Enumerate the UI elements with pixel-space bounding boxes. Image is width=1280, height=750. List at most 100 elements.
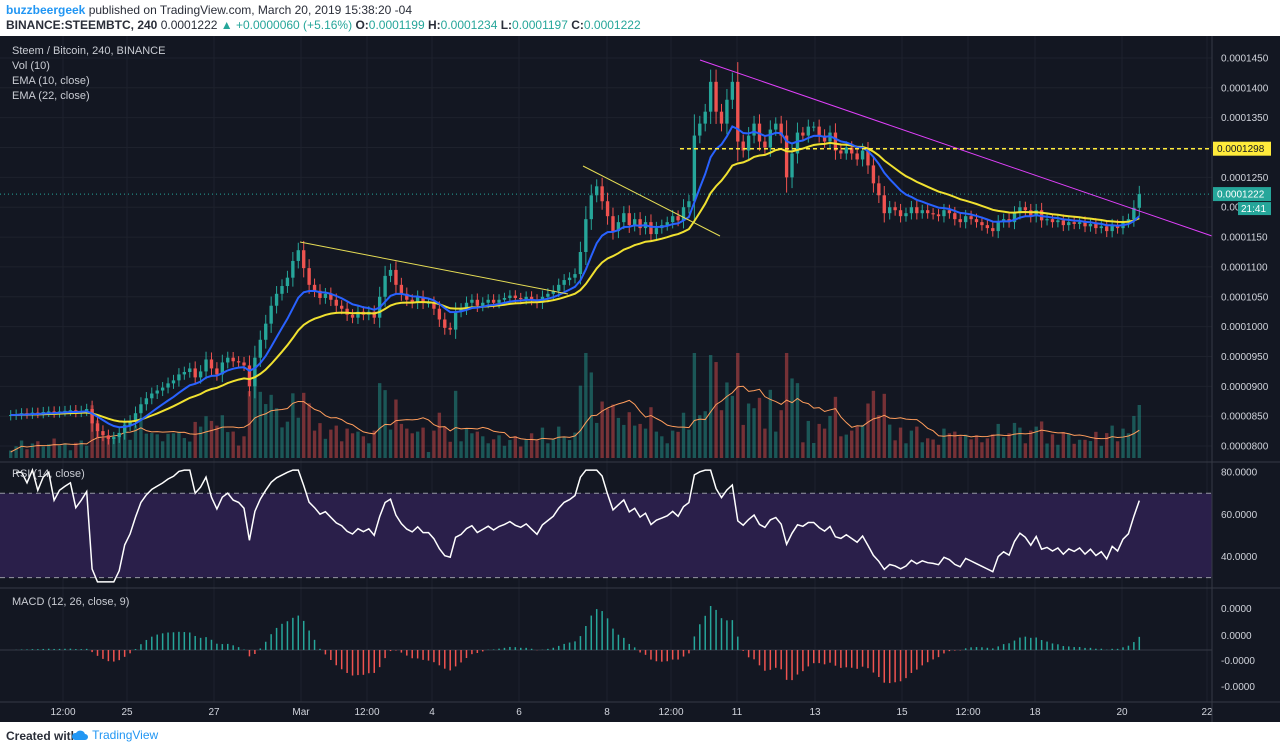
volume-bar [763,428,767,458]
candle-body [1077,222,1082,224]
volume-bar [535,440,539,458]
candle-body [112,437,116,439]
candle-body [942,210,946,217]
candle-body [904,213,908,217]
vol-legend: Vol (10) [12,60,50,72]
candle-body [340,305,344,309]
volume-bar [584,353,588,458]
x-tick-label: 15 [896,707,908,718]
volume-bar [155,434,159,458]
candle-body [448,327,452,330]
candle-body [1072,222,1076,224]
macd-tick-label: -0.0000 [1221,656,1255,667]
candle-body [546,293,550,297]
high-value: 0.0001234 [440,18,498,32]
candle-body [557,284,561,291]
volume-bar [1067,433,1071,458]
change-value: ▲ +0.0000060 (+5.16%) [220,18,353,32]
candle-body [963,216,968,223]
candle-body [551,290,555,294]
volume-bar [991,434,995,458]
trendline-drawings[interactable] [299,59,1213,295]
volume-bar [128,439,132,458]
volume-bar [47,444,51,458]
candle-body [95,423,100,432]
volume-bar [643,428,648,458]
chart-area[interactable]: 12:00 25 27 Mar 12:00 4 6 8 12:00 11 13 15 12:00 18 20… [0,36,1280,722]
candle-body [567,277,572,281]
candle-body [529,296,534,300]
volume-bar [323,438,328,458]
tradingview-brand: TradingView [92,728,159,742]
rsi-legend: RSI (14, close) [12,468,85,480]
volume-bar [101,437,105,458]
volume-bar [768,389,773,458]
volume-bar [415,431,420,458]
ema22-legend: EMA (22, close) [12,90,90,102]
candle-body [209,359,214,369]
volume-bar [215,425,219,458]
candle-body [611,216,615,232]
volume-bar [426,452,431,458]
candle-body [1023,207,1028,211]
volume-bar [980,442,984,458]
volume-bar [443,426,447,458]
volume-bar [30,443,35,458]
author-link[interactable]: buzzbeergeek [6,3,86,17]
candle-body [258,339,262,358]
candle-body [790,153,794,178]
volume-bar [79,440,83,458]
volume-bar [622,424,626,458]
close-label: C: [571,18,584,32]
volume-bar [19,440,24,458]
candle-body [171,380,176,384]
volume-bar [567,440,572,458]
price-tick-label: 0.0001250 [1221,173,1269,184]
candle-body [844,147,848,154]
price-chart[interactable]: 12:00 25 27 Mar 12:00 4 6 8 12:00 11 13 15 12:00 18 20… [0,36,1280,722]
volume-bar [372,430,376,458]
trendline-2[interactable] [582,165,721,237]
volume-bar [708,355,713,458]
candle-body [334,299,338,306]
candle-body [784,135,789,178]
macd-pane [0,606,1212,684]
volume-bar [801,442,805,458]
candle-body [1012,213,1017,223]
volume-bar [969,439,973,458]
tradingview-logo[interactable]: TradingView [71,728,158,742]
volume-bar [882,393,886,458]
price-tick-label: 0.0001050 [1221,292,1269,303]
volume-bar [752,408,756,458]
candle-body [236,361,241,363]
candle-body [1126,219,1131,223]
candle-body [502,297,507,300]
candle-body [595,186,599,196]
candle-body [106,435,111,439]
volume-bar [888,424,892,458]
candle-body [991,228,995,232]
volume-bar [453,390,458,458]
x-tick-label: 12:00 [354,707,379,718]
candle-body [302,250,306,269]
volume-bar [953,431,957,458]
volume-bar [649,407,653,458]
price-tick-label: 0.0001150 [1221,233,1268,244]
candle-body [866,150,870,166]
volume-bar [871,390,876,458]
volume-bar [166,433,170,458]
volume-bar [551,439,555,458]
volume-bar [280,427,284,458]
candle-body [329,293,333,300]
candle-body [725,99,729,124]
candle-body [909,207,914,214]
published-text: published on TradingView.com, March 20, … [88,3,413,17]
candle-body [1083,222,1087,227]
candle-body [1034,210,1038,217]
volume-bar [877,415,881,458]
volume-bar [117,436,121,458]
volume-bar [795,383,800,458]
volume-bar [850,430,854,458]
candle-body [925,210,930,214]
trendline-1[interactable] [299,241,569,295]
